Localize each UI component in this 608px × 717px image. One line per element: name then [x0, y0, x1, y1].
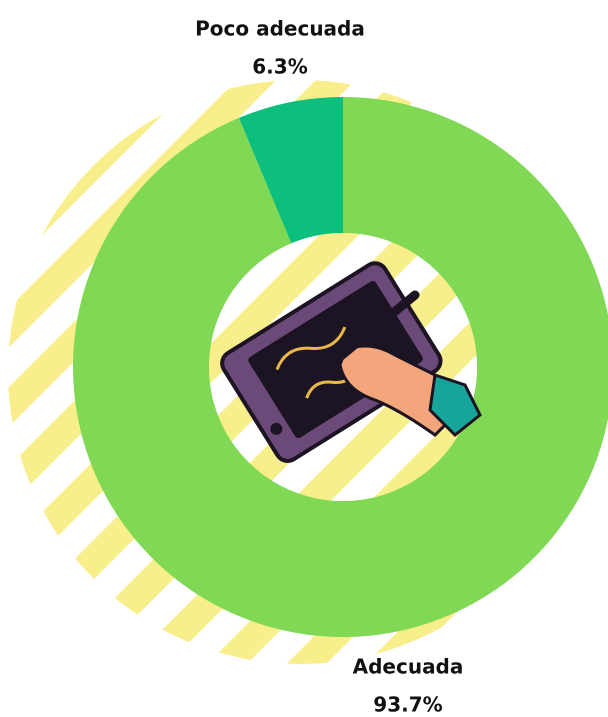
donut-segment	[73, 97, 608, 637]
segment-label: Adecuada	[353, 655, 464, 679]
donut	[73, 97, 608, 637]
donut-segment	[238, 97, 343, 244]
segment-label: Poco adecuada	[195, 17, 365, 41]
segment-value-label: 93.7%	[373, 693, 442, 717]
hand-illustration	[325, 290, 482, 438]
labels: Adecuada 93.7% Poco adecuada 6.3%	[195, 17, 463, 717]
segment-value-label: 6.3%	[252, 55, 307, 79]
